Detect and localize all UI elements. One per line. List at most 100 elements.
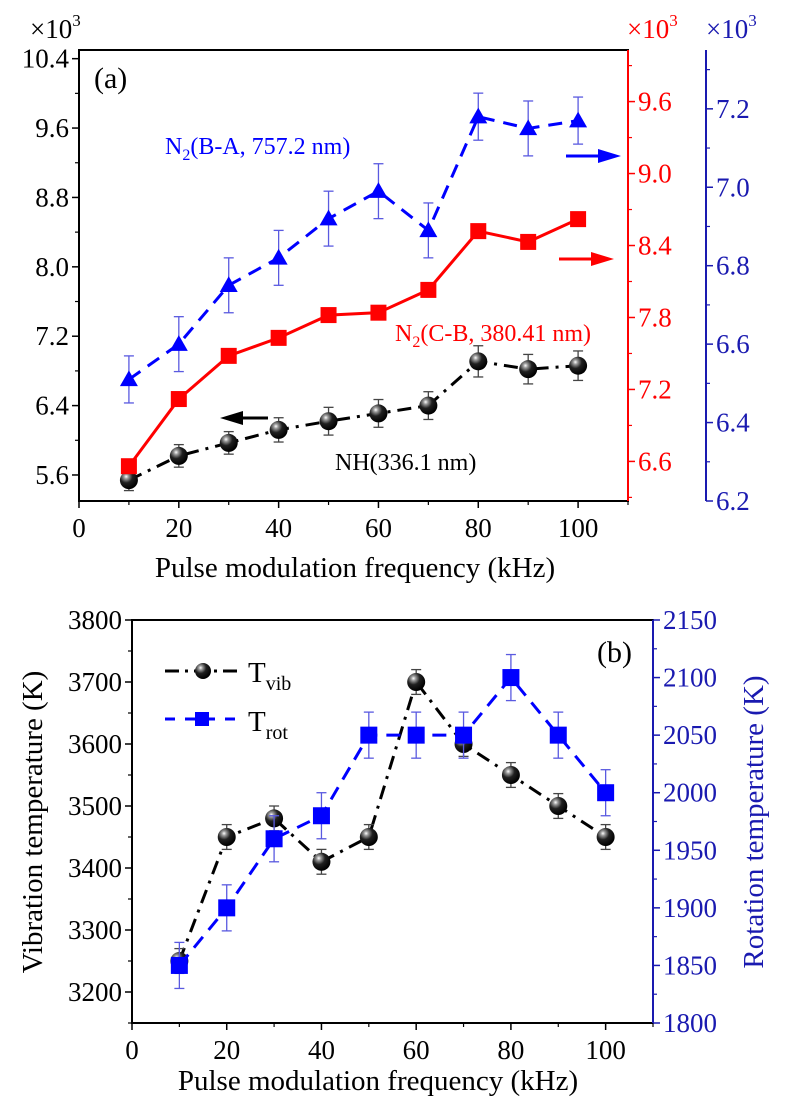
y-tick-label: 5.6 [35,460,69,490]
y-tick-label: 6.4 [716,408,750,438]
y-tick-label: 3800 [68,605,122,635]
data-point [596,828,615,846]
y-axis-title-right: Rotation temperature (K) [738,675,770,968]
x-axis: 0 20 40 60 80 100 [125,1023,654,1065]
data-point [370,304,387,321]
data-point [119,471,138,490]
arrow-n2cb-right [559,252,614,266]
series-n2-c-b-380-41-nm- [120,211,587,475]
y-tick-label: 1900 [663,893,717,923]
y-tick-label: 9.0 [638,159,672,189]
data-point [455,726,473,744]
y-axis-title-left: Vibration temperature (K) [17,671,49,974]
y-tick-label: 1800 [663,1008,717,1038]
y-tick-label: 7.2 [35,321,69,351]
y-tick-label: 6.6 [716,329,750,359]
data-point [569,111,588,128]
y-tick-label: 3500 [68,791,122,821]
panel-label-b: (b) [597,636,632,669]
series-group [119,92,588,492]
data-point [501,766,520,784]
data-point [369,182,388,198]
data-point [470,223,487,240]
y-tick-label: 3400 [68,853,122,883]
data-point [502,669,520,687]
y-tick-label: 10.4 [22,44,70,74]
y-tick-label: 3700 [68,667,122,697]
data-point [407,726,425,744]
data-point [265,830,283,848]
x-tick-label: 100 [585,1035,626,1065]
x-tick-label: 100 [558,513,599,543]
x-tick-label: 20 [213,1035,240,1065]
data-point [597,784,615,802]
annotation-n2-cb: N2(C-B, 380.41 nm) [395,321,591,351]
panel-b: 0 20 40 60 80 100 3800 3700 3600 3500 3400 3300 320… [17,605,770,1097]
data-point [217,828,236,846]
x-tick-label: 0 [72,513,86,543]
data-point [170,391,187,408]
x-tick-label: 80 [497,1035,524,1065]
data-point [469,107,488,124]
x-axis-title-a: Pulse modulation frequency (kHz) [155,552,555,584]
data-point [519,119,538,136]
x-axis: 0 20 40 60 80 100 [72,501,629,543]
arrow-nh-left [220,411,268,425]
data-point [570,211,587,228]
data-point [312,852,331,871]
series-t-vib [170,668,615,975]
y-tick-label: 7.2 [716,94,750,124]
blue-y-axis: 7.2 7.0 6.8 6.6 6.4 6.2 [705,50,750,516]
y-tick-label: 2100 [663,663,717,693]
data-point [219,276,238,293]
data-point [549,797,568,815]
y-tick-label: 3200 [68,977,122,1007]
data-point [469,352,488,371]
x-tick-label: 80 [465,513,492,543]
plot-frame [78,49,629,502]
data-point [269,420,288,439]
series-line [177,678,607,962]
y-tick-label: 6.4 [35,391,69,421]
left-axis-multiplier: ×103 [30,11,81,44]
data-point [549,726,567,744]
red-y-axis: 9.6 9.0 8.4 7.8 7.2 6.6 [627,50,672,501]
legend-item-tvib: Tvib [165,657,291,695]
data-point [419,396,438,415]
svg-text:Tvib: Tvib [248,657,291,695]
y-tick-label: 8.8 [35,182,69,212]
y-tick-label: 9.6 [638,87,672,117]
y-tick-label: 1850 [663,950,717,980]
data-point [269,248,288,265]
data-point [220,347,237,364]
series-n2-b-a-757-2-nm- [119,92,588,404]
data-point [170,956,188,974]
data-point [120,458,137,475]
x-tick-label: 40 [308,1035,335,1065]
data-point [520,233,537,250]
blue-axis-multiplier: ×103 [706,11,757,44]
y-tick-label: 3300 [68,915,122,945]
series-line [127,217,579,468]
data-point [359,828,378,846]
data-point [312,807,330,825]
data-point [407,673,426,691]
data-point [270,329,287,346]
y-tick-label: 2050 [663,720,717,750]
right-y-axis: 2150 2100 2050 2000 1950 1900 1850 1800 [653,605,717,1038]
annotation-nh: NH(336.1 nm) [335,450,476,476]
svg-text:Trot: Trot [248,706,288,744]
y-tick-label: 7.8 [638,302,672,332]
y-tick-label: 6.8 [716,251,750,281]
data-point [519,360,538,379]
series-group [170,653,615,990]
arrow-n2ba-right [566,149,621,163]
y-tick-label: 2000 [663,778,717,808]
series-nh-336-1-nm- [119,345,588,492]
y-tick-label: 6.2 [716,486,750,516]
y-tick-label: 9.6 [35,113,69,143]
x-tick-label: 20 [165,513,192,543]
y-tick-label: 8.0 [35,252,69,282]
x-tick-label: 60 [403,1035,430,1065]
y-tick-label: 3600 [68,729,122,759]
